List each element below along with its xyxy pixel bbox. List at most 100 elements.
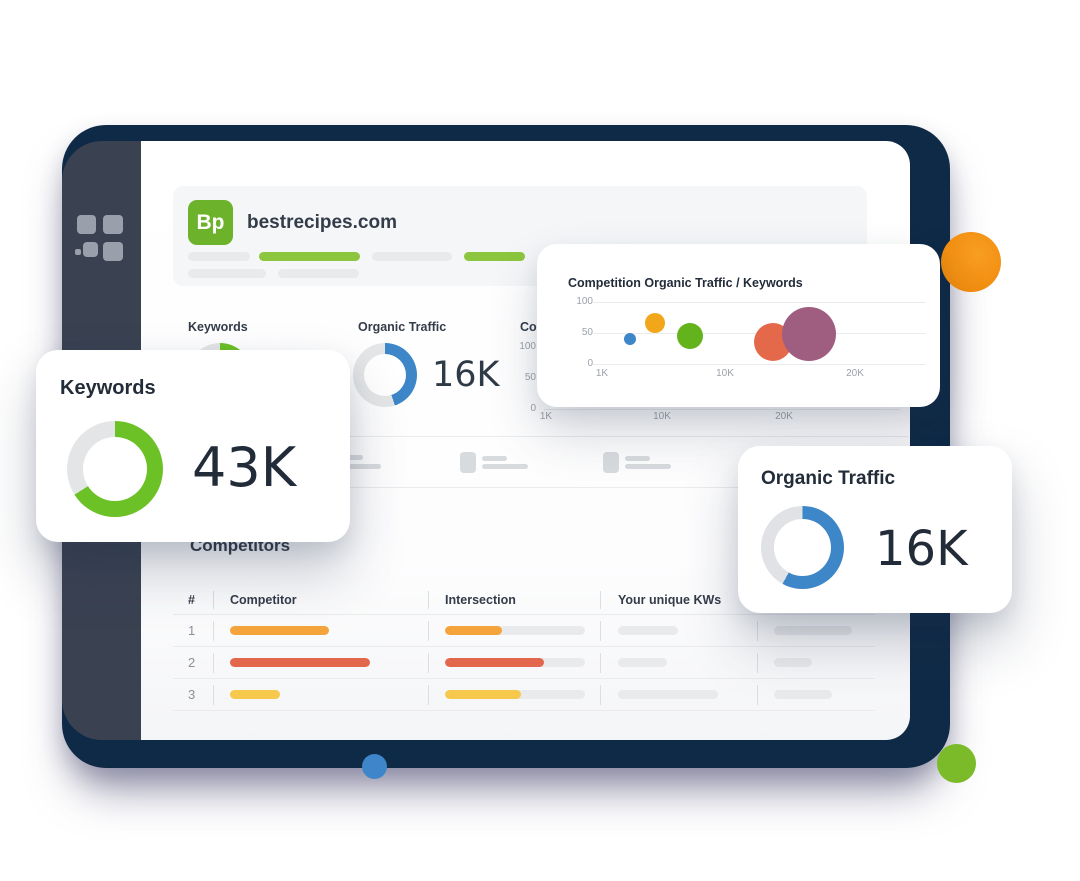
row-number: 3 xyxy=(188,687,196,702)
column-separator xyxy=(428,653,429,673)
competitor-bar xyxy=(230,658,370,667)
skeleton-bar xyxy=(372,252,452,261)
legend-skeleton-bar xyxy=(482,456,507,461)
y-tick: 50 xyxy=(524,372,536,383)
x-tick: 1K xyxy=(539,411,553,422)
x-tick: 1K xyxy=(595,368,609,379)
col-header-intersection: Intersection xyxy=(445,593,516,607)
y-tick: 0 xyxy=(587,358,593,369)
grid-square xyxy=(103,215,123,234)
site-domain: bestrecipes.com xyxy=(247,212,397,233)
donut-hole xyxy=(83,437,147,501)
y-tick: 100 xyxy=(519,341,536,352)
intersection-track xyxy=(445,626,585,635)
decor-blue-circle xyxy=(362,754,387,779)
blue-bubble xyxy=(623,333,636,346)
bubble-chart-card: Competition Organic Traffic / Keywords 1… xyxy=(537,244,940,407)
competitor-bar xyxy=(230,626,329,635)
column-separator xyxy=(600,653,601,673)
organic-traffic-mini-donut xyxy=(353,343,417,407)
x-tick: 10K xyxy=(716,368,734,379)
column-separator xyxy=(428,591,429,609)
divider xyxy=(173,436,908,437)
row-separator xyxy=(173,678,875,679)
y-tick: 0 xyxy=(530,403,536,414)
row-number: 2 xyxy=(188,655,196,670)
legend-skeleton-bar xyxy=(625,464,671,469)
table-header: # Competitor Intersection Your unique KW… xyxy=(173,589,875,614)
competitor-bar xyxy=(230,690,280,699)
col-header-unique-kws: Your unique KWs xyxy=(618,593,722,607)
apps-grid-icon[interactable] xyxy=(75,214,125,262)
intersection-fill xyxy=(445,626,503,635)
decor-orange-circle xyxy=(941,232,1001,292)
keywords-card-title: Keywords xyxy=(60,377,156,399)
donut-hole xyxy=(774,519,831,576)
table-row[interactable]: 1 xyxy=(173,615,875,647)
column-separator xyxy=(600,621,601,641)
column-separator xyxy=(213,621,214,641)
organic-traffic-value: 16K xyxy=(875,521,968,577)
skeleton-bar-green xyxy=(259,252,360,261)
green-bubble xyxy=(676,323,703,350)
x-tick: 10K xyxy=(653,411,671,422)
skeleton-bar xyxy=(188,252,250,261)
x-tick: 20K xyxy=(775,411,793,422)
stat-label-organic-traffic: Organic Traffic xyxy=(358,320,447,334)
row-separator xyxy=(173,710,875,711)
table-row[interactable]: 2 xyxy=(173,647,875,679)
skeleton-bar xyxy=(278,269,359,278)
gridline xyxy=(593,364,926,365)
column-separator xyxy=(757,685,758,705)
organic-traffic-overlay-card: Organic Traffic 16K xyxy=(738,446,1012,613)
grid-square xyxy=(83,242,98,257)
row-separator xyxy=(173,614,875,615)
col-header-competitor: Competitor xyxy=(230,593,297,607)
divider xyxy=(173,487,908,488)
col-header-num: # xyxy=(188,593,195,607)
y-tick: 50 xyxy=(581,327,593,338)
donut-hole xyxy=(364,354,406,396)
column-separator xyxy=(213,685,214,705)
organic-traffic-card-title: Organic Traffic xyxy=(761,468,896,489)
unique-kws-bar xyxy=(618,658,667,667)
keywords-overlay-card: Keywords 43K xyxy=(36,350,350,542)
row-number: 1 xyxy=(188,623,196,638)
column-separator xyxy=(213,591,214,609)
keywords-value: 43K xyxy=(192,436,297,499)
extra-skeleton-bar xyxy=(774,690,832,699)
gridline xyxy=(593,302,926,303)
legend-skeleton-bar xyxy=(625,456,650,461)
site-logo-badge: Bp xyxy=(188,200,233,245)
keywords-donut xyxy=(67,421,163,517)
column-separator xyxy=(428,685,429,705)
x-tick: 20K xyxy=(846,368,864,379)
intersection-fill xyxy=(445,658,545,667)
column-separator xyxy=(428,621,429,641)
grid-square xyxy=(103,242,123,261)
intersection-fill xyxy=(445,690,521,699)
bubble-plot xyxy=(593,302,926,364)
table-row[interactable]: 3 xyxy=(173,679,875,711)
legend-skeleton-bar xyxy=(333,464,381,469)
organic-traffic-mini-value: 16K xyxy=(432,355,500,395)
intersection-track xyxy=(445,658,585,667)
legend-thumb-icon xyxy=(460,452,476,473)
bubble-chart-title: Competition Organic Traffic / Keywords xyxy=(568,276,803,290)
unique-kws-bar xyxy=(618,690,718,699)
column-separator xyxy=(600,685,601,705)
purple-bubble xyxy=(782,307,837,362)
organic-traffic-donut xyxy=(761,506,844,589)
legend-skeleton-bar xyxy=(482,464,528,469)
unique-kws-bar xyxy=(618,626,678,635)
skeleton-bar-green xyxy=(464,252,525,261)
decor-green-circle xyxy=(937,744,976,783)
yellow-bubble xyxy=(644,313,665,334)
grid-square xyxy=(77,215,96,234)
extra-skeleton-bar xyxy=(774,658,812,667)
column-separator xyxy=(213,653,214,673)
y-tick: 100 xyxy=(576,296,593,307)
extra-skeleton-bar xyxy=(774,626,852,635)
legend-thumb-icon xyxy=(603,452,619,473)
